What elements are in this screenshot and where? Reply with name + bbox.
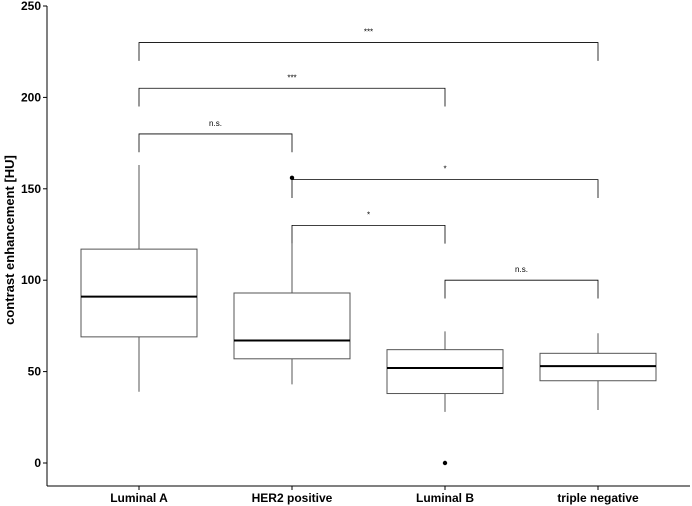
bracket-line-1 xyxy=(138,87,446,107)
significance-brackets-layer: *** *** n.s. * * n.s. xyxy=(138,28,599,299)
box-2 xyxy=(386,349,504,395)
bracket-5: n.s. xyxy=(444,265,599,299)
bracket-label-1: *** xyxy=(287,73,296,82)
bracket-label-3: * xyxy=(443,165,446,174)
y-axis-title: contrast enhancement [HU] xyxy=(2,155,17,325)
box-group-3 xyxy=(539,333,657,410)
bracket-1: *** xyxy=(138,73,446,107)
bracket-label-2: n.s. xyxy=(209,119,222,128)
y-tick-label-150: 150 xyxy=(21,182,41,196)
box-group-1 xyxy=(233,175,351,385)
y-axis: 0 50 100 150 200 250 xyxy=(21,0,48,486)
outlier-1-0 xyxy=(289,175,295,181)
y-tick-label-200: 200 xyxy=(21,90,41,104)
x-tick-label-1: HER2 positive xyxy=(252,491,333,505)
bracket-line-5 xyxy=(444,279,599,299)
bracket-line-4 xyxy=(291,224,446,244)
bracket-label-0: *** xyxy=(364,28,373,37)
boxes-layer xyxy=(80,165,657,466)
bracket-3: * xyxy=(291,165,599,198)
bracket-line-3 xyxy=(291,179,599,198)
bracket-label-5: n.s. xyxy=(515,265,528,274)
outlier-2-0 xyxy=(442,460,448,466)
y-tick-label-250: 250 xyxy=(21,0,41,13)
box-0 xyxy=(80,248,198,338)
box-group-2 xyxy=(386,331,504,466)
bracket-label-4: * xyxy=(367,210,370,219)
x-tick-label-0: Luminal A xyxy=(110,491,168,505)
bracket-line-2 xyxy=(138,133,293,153)
x-axis: Luminal A HER2 positive Luminal B triple ne… xyxy=(47,485,690,505)
bracket-4: * xyxy=(291,210,446,244)
box-group-0 xyxy=(80,165,198,392)
bracket-2: n.s. xyxy=(138,119,293,153)
y-tick-label-0: 0 xyxy=(34,456,41,470)
y-tick-label-50: 50 xyxy=(28,365,42,379)
y-tick-label-100: 100 xyxy=(21,273,41,287)
bracket-0: *** xyxy=(138,28,599,61)
x-tick-label-3: triple negative xyxy=(557,491,639,505)
bracket-line-0 xyxy=(138,42,599,61)
x-tick-label-2: Luminal B xyxy=(416,491,474,505)
box-1 xyxy=(233,292,351,360)
